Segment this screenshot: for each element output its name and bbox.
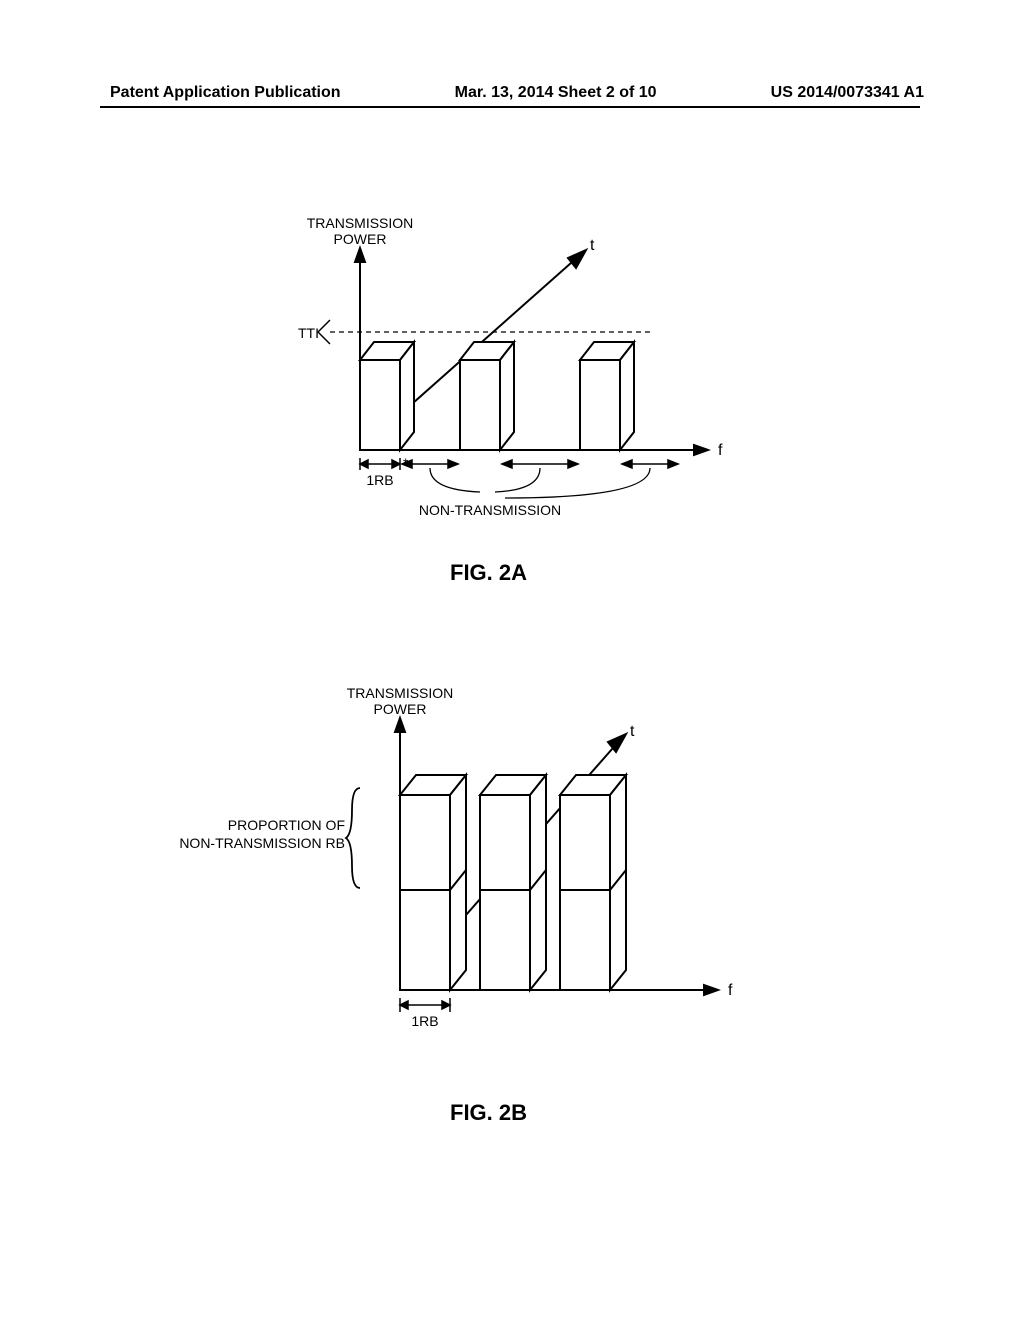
rb-label: 1RB xyxy=(366,472,393,488)
figure-2b: TRANSMISSION POWER f t PROPORTION OF NON… xyxy=(150,670,770,1070)
axis-f-label-b: f xyxy=(728,982,733,999)
bar-2 xyxy=(460,342,514,450)
prop-label-2: NON-TRANSMISSION RB xyxy=(179,835,345,851)
axis-f-label: f xyxy=(718,442,723,459)
brace-icon xyxy=(346,788,360,888)
caption-fig2b: FIG. 2B xyxy=(450,1100,527,1126)
page-header: Patent Application Publication Mar. 13, … xyxy=(0,84,1024,102)
axis-t-label: t xyxy=(590,237,595,254)
stacked-bar-1 xyxy=(400,775,466,990)
nontx-label: NON-TRANSMISSION xyxy=(419,502,561,518)
bar-3 xyxy=(580,342,634,450)
rb-dimension: * xyxy=(360,455,409,471)
stacked-bar-2 xyxy=(480,775,546,990)
page: Patent Application Publication Mar. 13, … xyxy=(0,0,1024,1320)
caption-fig2a: FIG. 2A xyxy=(450,560,527,586)
stacked-bar-3 xyxy=(560,775,626,990)
tti-label: TTI xyxy=(298,325,319,341)
header-left: Patent Application Publication xyxy=(110,84,341,102)
axis-z-label-1: TRANSMISSION xyxy=(307,215,414,231)
header-rule xyxy=(100,106,920,108)
gap-arrows xyxy=(402,460,678,468)
figure-2a: TRANSMISSION POWER f t TTI xyxy=(270,200,770,530)
axis-t-label-b: t xyxy=(630,723,635,740)
prop-label-1: PROPORTION OF xyxy=(228,817,345,833)
axis-z-label-1b: TRANSMISSION xyxy=(347,685,454,701)
axis-z-label-2: POWER xyxy=(334,231,387,247)
bar-1 xyxy=(360,342,414,450)
axis-z-label-2b: POWER xyxy=(374,701,427,717)
header-center: Mar. 13, 2014 Sheet 2 of 10 xyxy=(455,84,657,102)
rb-label-b: 1RB xyxy=(411,1013,438,1029)
header-right: US 2014/0073341 A1 xyxy=(771,84,924,102)
rb-dimension-b xyxy=(400,998,450,1012)
